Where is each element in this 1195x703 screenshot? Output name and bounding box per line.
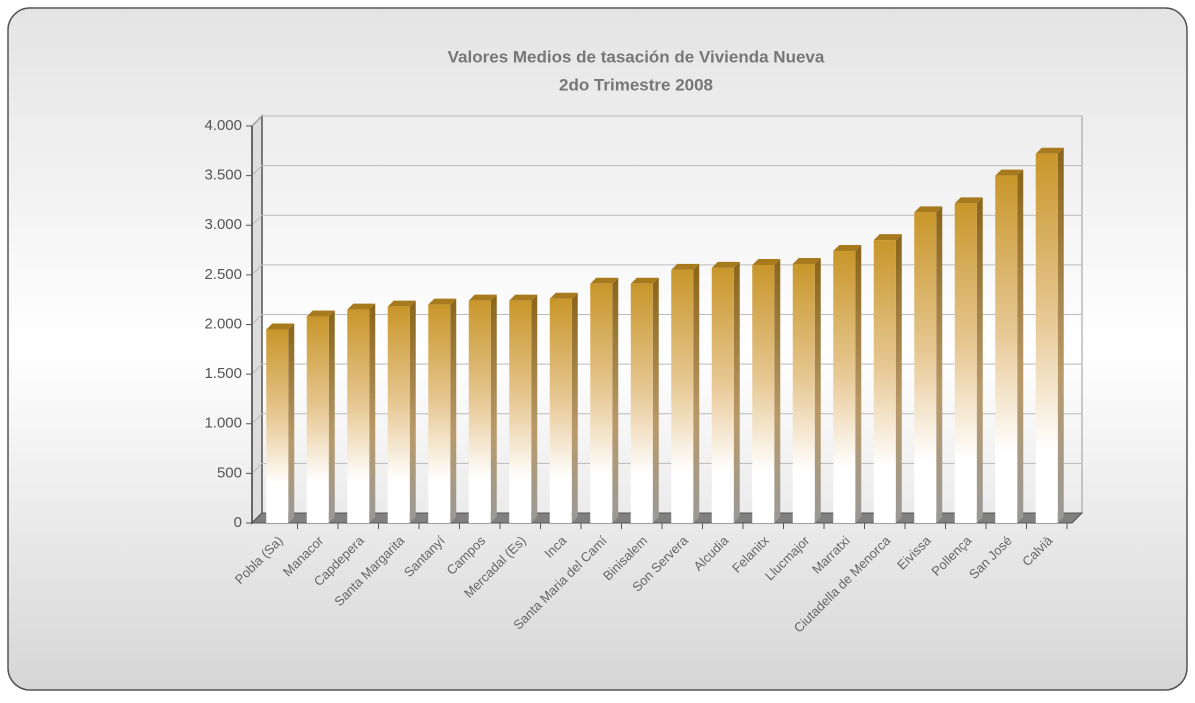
bar-side [774,258,781,523]
bar-side [936,206,943,523]
bar [266,329,289,523]
bar [995,175,1018,523]
bar-top [711,261,740,268]
bar-top [792,257,821,264]
bar-side [652,277,659,523]
bar-side [814,257,821,523]
bar-top [954,197,983,204]
chart-title: Valores Medios de tasación de Vivienda N… [448,47,825,66]
y-tick-label: 3.500 [204,167,242,184]
bar-top [833,245,862,252]
y-tick-label: 4.000 [204,117,242,134]
bar-top [468,294,497,301]
bar-top [630,277,659,284]
bar [873,240,896,523]
bar [630,283,653,523]
bar [590,283,613,523]
bar-side [612,277,619,523]
y-tick-label: 3.000 [204,216,242,233]
bar-top [995,169,1024,176]
y-tick-label: 1.000 [204,415,242,432]
bar-side [693,263,700,523]
bar-side [450,298,457,523]
y-tick-label: 1.500 [204,365,242,382]
bar [752,264,775,523]
bar [711,267,734,523]
bar-side [288,323,295,523]
bar-side [976,197,983,524]
y-tick-label: 0 [234,514,242,531]
bar [306,316,329,523]
y-tick-label: 2.000 [204,315,242,332]
y-tick-label: 500 [217,464,242,481]
bar-top [671,263,700,270]
bar-side [1057,147,1064,524]
bar [428,304,451,523]
bar-top [590,277,619,284]
bar-top [549,292,578,299]
bar-side [409,300,416,523]
bar [833,251,856,523]
bar [468,300,491,523]
bar [387,306,410,523]
bar [792,263,815,523]
bar-side [328,310,335,523]
bar-side [369,303,376,523]
bar-side [855,245,862,523]
bar [954,203,977,524]
bar-top [306,310,335,317]
bar-top [752,258,781,265]
grid-line [251,165,1082,176]
bar-top [266,323,295,330]
bar-top [428,298,457,305]
bar-top [509,294,538,301]
y-tick-label: 2.500 [204,266,242,283]
bar-top [347,303,376,310]
bar-top [1035,147,1064,154]
bar-side [733,261,740,523]
bar-top [387,300,416,307]
grid-line [251,115,1082,127]
chart-subtitle: 2do Trimestre 2008 [559,75,713,94]
bar-top [873,234,902,241]
bar [347,309,370,523]
bar [914,212,937,523]
bar-top [914,206,943,213]
bar [1035,153,1058,524]
bar-side [1017,169,1024,523]
bar-side [895,234,902,523]
bar [509,300,532,523]
bar [671,269,694,523]
grid-line [251,214,1082,226]
bar-side [531,294,538,523]
bar [549,298,572,523]
bar-side [571,292,578,523]
bar-side [490,294,497,523]
